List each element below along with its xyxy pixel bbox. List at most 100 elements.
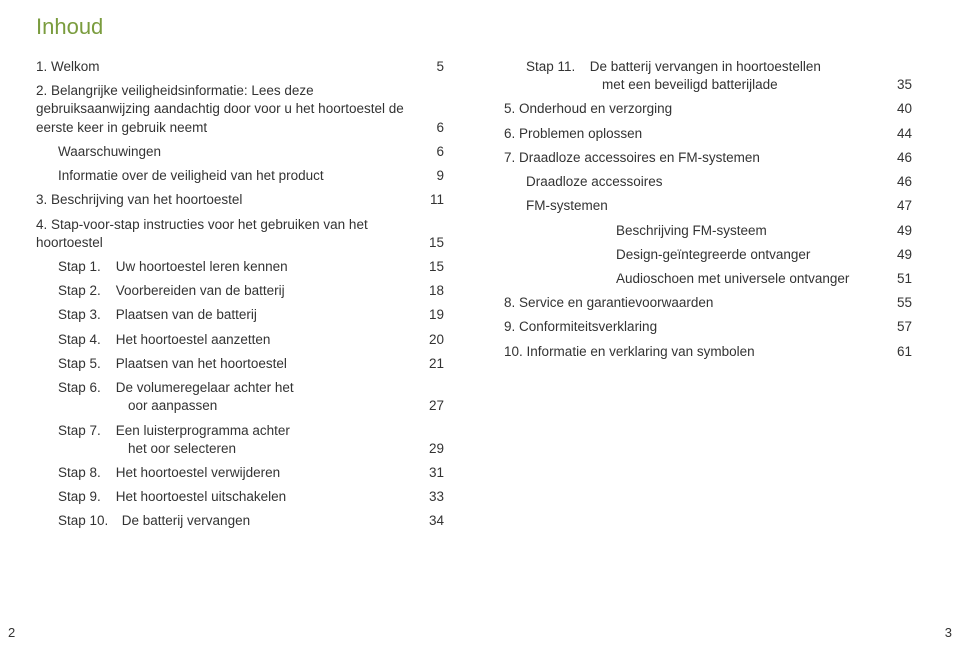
toc-text: Design-geïntegreerde ontvanger bbox=[504, 246, 892, 264]
toc-num: 3. bbox=[36, 192, 47, 207]
toc-text: Plaatsen van de batterij bbox=[116, 307, 257, 322]
toc-entry: Stap 6. De volumeregelaar achter het oor… bbox=[36, 379, 444, 415]
toc-num: 10. bbox=[504, 344, 523, 359]
toc-page-num: 29 bbox=[424, 440, 444, 458]
toc-text: Waarschuwingen bbox=[36, 143, 424, 161]
toc-page-num: 49 bbox=[892, 222, 912, 240]
toc-entry: Stap 10. De batterij vervangen 34 bbox=[36, 512, 444, 530]
toc-entry: 8. Service en garantievoorwaarden 55 bbox=[504, 294, 912, 312]
toc-text: Draadloze accessoires en FM-systemen bbox=[519, 150, 760, 165]
toc-page-num: 57 bbox=[892, 318, 912, 336]
toc-text: met een beveiligd batterijlade bbox=[526, 76, 880, 94]
toc-text: Beschrijving van het hoortoestel bbox=[51, 192, 242, 207]
toc-entry: 6. Problemen oplossen 44 bbox=[504, 125, 912, 143]
toc-text: Uw hoortoestel leren kennen bbox=[116, 259, 288, 274]
toc-entry: Design-geïntegreerde ontvanger 49 bbox=[504, 246, 912, 264]
toc-page-num: 40 bbox=[892, 100, 912, 118]
toc-right-column: Stap 11. De batterij vervangen in hoorto… bbox=[504, 58, 912, 537]
toc-step: Stap 5. bbox=[58, 355, 112, 373]
toc-text: Onderhoud en verzorging bbox=[519, 101, 672, 116]
toc-text: Plaatsen van het hoortoestel bbox=[116, 356, 287, 371]
toc-page-num: 15 bbox=[424, 258, 444, 276]
toc-entry: Draadloze accessoires 46 bbox=[504, 173, 912, 191]
toc-page-num: 19 bbox=[424, 306, 444, 324]
toc-entry: Stap 3. Plaatsen van de batterij 19 bbox=[36, 306, 444, 324]
toc-entry: Stap 11. De batterij vervangen in hoorto… bbox=[504, 58, 912, 94]
toc-page-num: 21 bbox=[424, 355, 444, 373]
toc-page-num: 35 bbox=[892, 76, 912, 94]
toc-page-num: 15 bbox=[424, 234, 444, 252]
page-title: Inhoud bbox=[36, 14, 912, 40]
page-number-left: 2 bbox=[8, 625, 15, 640]
toc-entry: Stap 1. Uw hoortoestel leren kennen 15 bbox=[36, 258, 444, 276]
toc-page-num: 6 bbox=[424, 119, 444, 137]
toc-left-column: 1. Welkom 5 2. Belangrijke veiligheidsin… bbox=[36, 58, 444, 537]
toc-entry: 9. Conformiteitsverklaring 57 bbox=[504, 318, 912, 336]
toc-page-num: 20 bbox=[424, 331, 444, 349]
toc-text: Informatie en verklaring van symbolen bbox=[527, 344, 755, 359]
toc-step: Stap 1. bbox=[58, 258, 112, 276]
toc-text: Problemen oplossen bbox=[519, 126, 642, 141]
toc-page-num: 46 bbox=[892, 173, 912, 191]
toc-page-num: 47 bbox=[892, 197, 912, 215]
toc-num: 5. bbox=[504, 101, 515, 116]
toc-entry: 2. Belangrijke veiligheidsinformatie: Le… bbox=[36, 82, 444, 137]
toc-text: Het hoortoestel verwijderen bbox=[116, 465, 280, 480]
toc-page: Inhoud 1. Welkom 5 2. Belangrijke veilig… bbox=[0, 0, 960, 537]
toc-text: Het hoortoestel aanzetten bbox=[116, 332, 271, 347]
toc-entry: Waarschuwingen 6 bbox=[36, 143, 444, 161]
toc-entry: Audioschoen met universele ontvanger 51 bbox=[504, 270, 912, 288]
toc-entry: Stap 7. Een luisterprogramma achter het … bbox=[36, 422, 444, 458]
toc-entry: Stap 5. Plaatsen van het hoortoestel 21 bbox=[36, 355, 444, 373]
toc-page-num: 51 bbox=[892, 270, 912, 288]
toc-page-num: 27 bbox=[424, 397, 444, 415]
toc-num: 1. bbox=[36, 59, 47, 74]
toc-text: De batterij vervangen bbox=[122, 513, 250, 528]
toc-page-num: 11 bbox=[424, 191, 444, 209]
toc-num: 9. bbox=[504, 319, 515, 334]
toc-text: Voorbereiden van de batterij bbox=[116, 283, 285, 298]
toc-entry: FM-systemen 47 bbox=[504, 197, 912, 215]
toc-text: Het hoortoestel uitschakelen bbox=[116, 489, 286, 504]
toc-entry: Informatie over de veiligheid van het pr… bbox=[36, 167, 444, 185]
toc-text: Welkom bbox=[51, 59, 100, 74]
toc-entry: 5. Onderhoud en verzorging 40 bbox=[504, 100, 912, 118]
toc-num: 6. bbox=[504, 126, 515, 141]
toc-text: FM-systemen bbox=[504, 197, 892, 215]
toc-text: Een luisterprogramma achter bbox=[116, 423, 290, 438]
toc-step: Stap 8. bbox=[58, 464, 112, 482]
toc-num: 7. bbox=[504, 150, 515, 165]
toc-page-num: 44 bbox=[892, 125, 912, 143]
toc-page-num: 33 bbox=[424, 488, 444, 506]
toc-entry: 1. Welkom 5 bbox=[36, 58, 444, 76]
toc-text: Service en garantievoorwaarden bbox=[519, 295, 713, 310]
toc-num: 4. bbox=[36, 217, 47, 232]
toc-step: Stap 4. bbox=[58, 331, 112, 349]
toc-text: Audioschoen met universele ontvanger bbox=[504, 270, 892, 288]
toc-text: oor aanpassen bbox=[58, 397, 412, 415]
toc-entry: 4. Stap-voor-stap instructies voor het g… bbox=[36, 216, 444, 252]
toc-text: Informatie over de veiligheid van het pr… bbox=[36, 167, 424, 185]
toc-step: Stap 10. bbox=[58, 512, 118, 530]
toc-page-num: 9 bbox=[424, 167, 444, 185]
toc-text: Conformiteitsverklaring bbox=[519, 319, 657, 334]
toc-columns: 1. Welkom 5 2. Belangrijke veiligheidsin… bbox=[36, 58, 912, 537]
toc-page-num: 46 bbox=[892, 149, 912, 167]
toc-entry: Stap 2. Voorbereiden van de batterij 18 bbox=[36, 282, 444, 300]
toc-entry: Stap 4. Het hoortoestel aanzetten 20 bbox=[36, 331, 444, 349]
toc-page-num: 49 bbox=[892, 246, 912, 264]
toc-entry: Beschrijving FM-systeem 49 bbox=[504, 222, 912, 240]
toc-page-num: 34 bbox=[424, 512, 444, 530]
toc-step: Stap 2. bbox=[58, 282, 112, 300]
toc-step: Stap 9. bbox=[58, 488, 112, 506]
toc-step: Stap 11. bbox=[526, 58, 586, 76]
toc-entry: 10. Informatie en verklaring van symbole… bbox=[504, 343, 912, 361]
page-number-right: 3 bbox=[945, 625, 952, 640]
toc-entry: 3. Beschrijving van het hoortoestel 11 bbox=[36, 191, 444, 209]
toc-step: Stap 3. bbox=[58, 306, 112, 324]
toc-page-num: 18 bbox=[424, 282, 444, 300]
toc-step: Stap 6. bbox=[58, 379, 112, 397]
toc-entry: 7. Draadloze accessoires en FM-systemen … bbox=[504, 149, 912, 167]
toc-text: Belangrijke veiligheidsinformatie: Lees … bbox=[36, 83, 404, 134]
toc-text: Stap-voor-stap instructies voor het gebr… bbox=[36, 217, 368, 250]
